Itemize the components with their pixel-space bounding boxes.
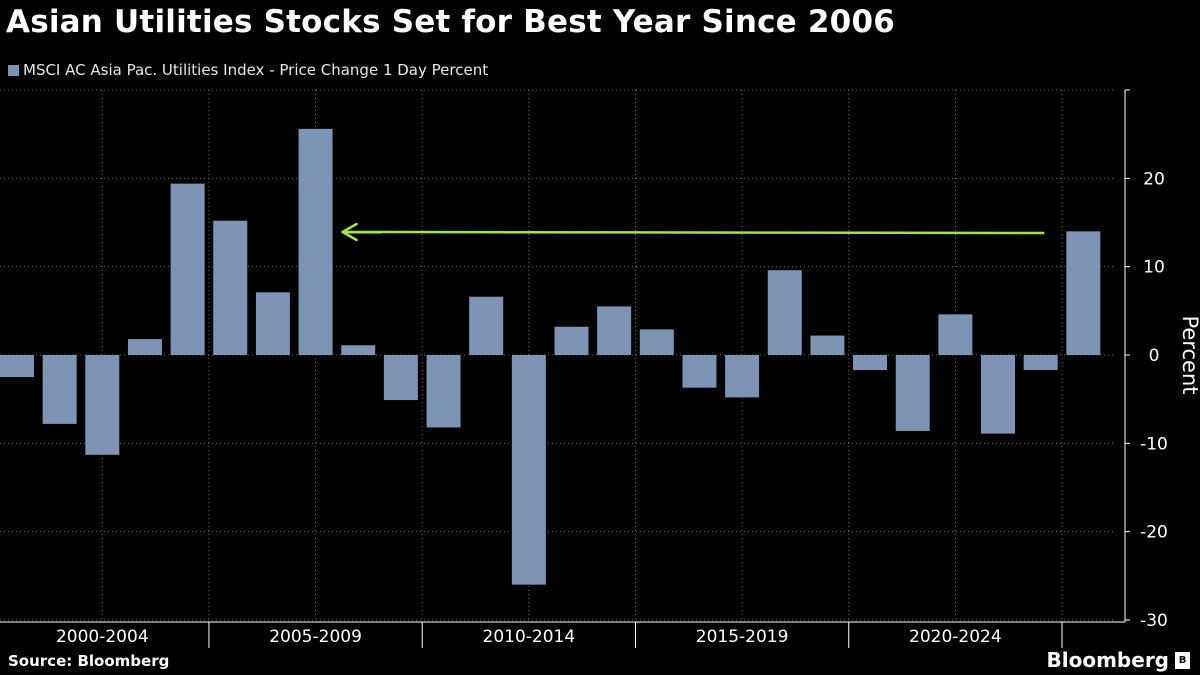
annotation-arrow-shaft	[342, 230, 1045, 235]
brand-name: Bloomberg	[1046, 648, 1169, 672]
bar-2023	[981, 355, 1016, 434]
bar-2009	[383, 355, 418, 401]
y-axis-label: Percent	[1178, 315, 1200, 394]
legend-label: MSCI AC Asia Pac. Utilities Index - Pric…	[23, 61, 489, 79]
bar-2010	[426, 355, 461, 428]
bar-2019	[810, 335, 845, 355]
bar-2018	[767, 270, 802, 355]
x-group-label: 2005-2009	[269, 627, 362, 647]
bar-2000	[0, 355, 34, 378]
y-tick-label: -30	[1140, 611, 1168, 631]
bloomberg-badge-icon: B	[1175, 651, 1190, 669]
y-tick-label: 20	[1143, 169, 1165, 189]
bar-2002	[85, 355, 120, 455]
y-tick-label: -10	[1140, 434, 1168, 454]
y-tick-label: 10	[1143, 258, 1165, 278]
bar-2011	[469, 296, 504, 355]
bar-2006	[255, 292, 290, 355]
bar-2015	[639, 329, 674, 355]
bars	[0, 128, 1101, 585]
x-group-label: 2015-2019	[696, 627, 789, 647]
legend: MSCI AC Asia Pac. Utilities Index - Pric…	[8, 61, 488, 79]
bar-2017	[725, 355, 760, 398]
bar-2014	[597, 306, 632, 355]
bar-2001	[42, 355, 77, 424]
bar-2007	[298, 128, 333, 355]
bar-2022	[938, 314, 973, 355]
bar-2016	[682, 355, 717, 388]
axes: 20 10 0 -10 -20 -30 Percent 2000-2004 2005-2009 2…	[0, 89, 1200, 648]
source-note: Source: Bloomberg	[8, 652, 170, 670]
legend-swatch	[8, 64, 19, 76]
annotation-arrow-head	[341, 222, 358, 242]
chart-title: Asian Utilities Stocks Set for Best Year…	[6, 4, 895, 40]
y-tick-label: -20	[1140, 523, 1168, 543]
bar-2024	[1023, 355, 1058, 371]
annotations	[341, 222, 1045, 242]
bar-2012	[511, 355, 546, 585]
bar-2005	[213, 220, 248, 355]
bar-2004	[170, 183, 205, 355]
x-group-label: 2000-2004	[56, 627, 149, 647]
x-group-label: 2010-2014	[483, 627, 576, 647]
bar-2003	[127, 339, 162, 355]
bar-2008	[341, 345, 376, 355]
bar-2021	[895, 355, 930, 431]
x-group-label: 2020-2024	[909, 627, 1002, 647]
bar-2013	[554, 326, 589, 355]
y-tick-label: 0	[1149, 346, 1160, 366]
bar-2025	[1066, 231, 1101, 355]
bar-2020	[853, 355, 888, 371]
bloomberg-logo: Bloomberg B	[1047, 648, 1190, 672]
